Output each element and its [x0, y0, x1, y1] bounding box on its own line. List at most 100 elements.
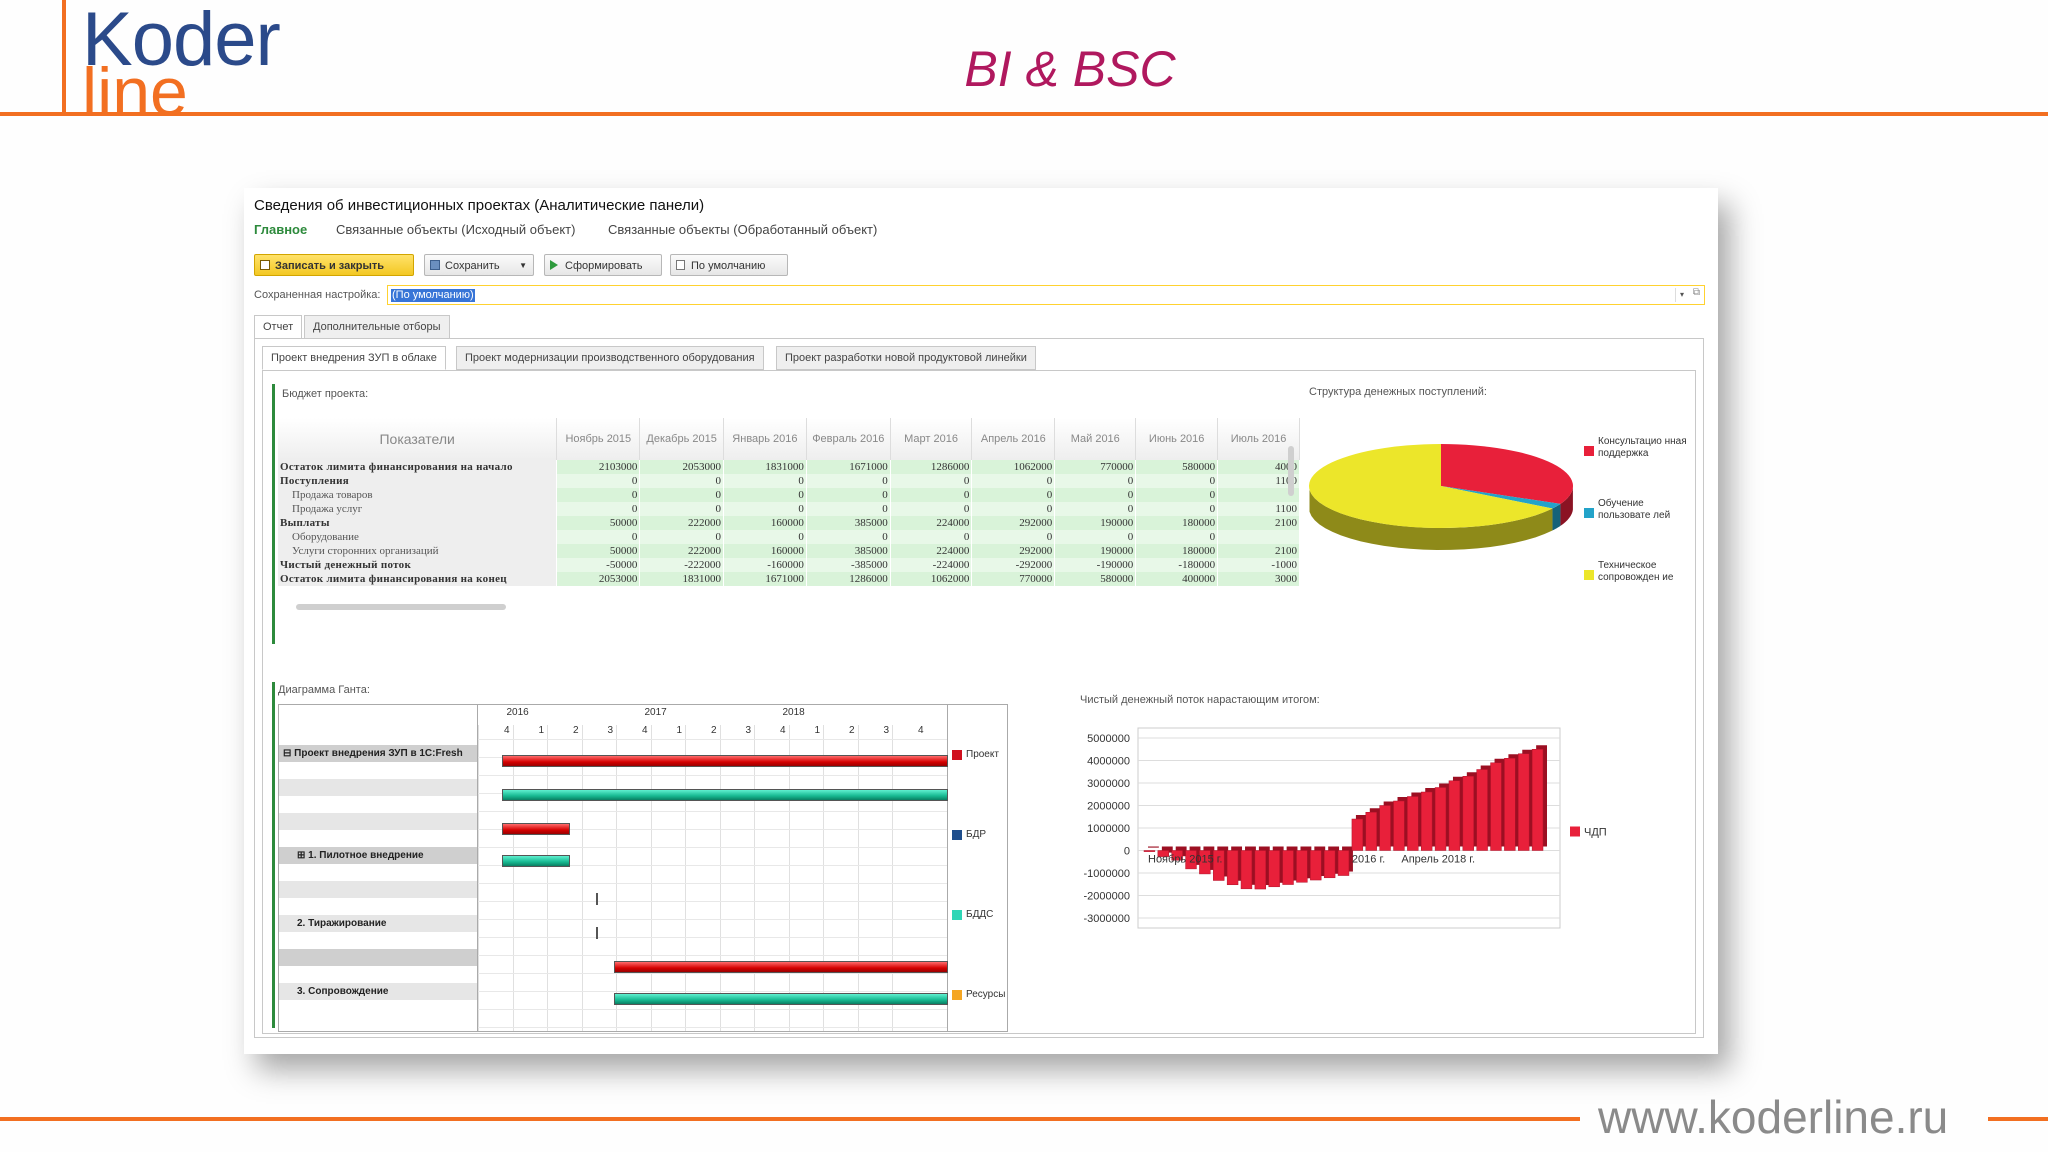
nav-main[interactable]: Главное: [254, 222, 308, 237]
floppy-icon: [430, 260, 440, 270]
gantt-row-line: [478, 829, 947, 830]
bar: [1490, 762, 1502, 851]
cell-value: -385000: [806, 558, 891, 572]
gantt-bar[interactable]: [502, 789, 948, 801]
gantt-chart: ⊟ Проект внедрения ЗУП в 1С:Fresh ⊞ 1. Пи…: [278, 704, 1008, 1033]
gantt-task-list: ⊟ Проект внедрения ЗУП в 1С:Fresh ⊞ 1. Пи…: [278, 704, 478, 1033]
cell-value: 160000: [723, 516, 807, 530]
saved-setting-field[interactable]: (По умолчанию) ▾ ⧉: [387, 285, 1705, 305]
gantt-bar[interactable]: [502, 755, 948, 767]
bar: [1296, 850, 1308, 883]
gantt-task-row[interactable]: [279, 779, 477, 797]
cell-value: 50000: [556, 516, 641, 530]
bar: [1310, 850, 1322, 881]
col-header-month: Февраль 2016: [806, 418, 891, 460]
gantt-bar[interactable]: [502, 823, 570, 835]
bar: [1268, 850, 1280, 888]
cell-value: 292000: [971, 516, 1056, 530]
table-row[interactable]: Остаток лимита финансирования на конец 20…: [278, 572, 1300, 586]
cell-value: -224000: [890, 558, 973, 572]
legend-swatch: [952, 910, 962, 920]
tab-additional-filters[interactable]: Дополнительные отборы: [304, 315, 450, 339]
gantt-gridline: [788, 725, 790, 1031]
cell-value: 385000: [806, 544, 891, 558]
cell-value: 0: [723, 530, 807, 544]
gantt-bar[interactable]: [596, 927, 598, 939]
cell-value: 0: [1135, 488, 1219, 502]
cashflow-chart: 5000000 4000000 3000000 2000000 1000000 0 -100…: [1084, 727, 1607, 929]
tab-project-modernization[interactable]: Проект модернизации производственного об…: [456, 346, 764, 370]
gantt-task-row[interactable]: [279, 881, 477, 899]
table-row[interactable]: Продажа услуг 0 0 0 0 0 0 0 0 1100: [278, 502, 1300, 516]
bar: [1420, 791, 1433, 851]
cell-value: 0: [1054, 502, 1137, 516]
gantt-task-row[interactable]: ⊞ 1. Пилотное внедрение: [279, 847, 477, 865]
budget-table-container[interactable]: Показатели Ноябрь 2015 Декабрь 2015 Январь …: [278, 418, 1300, 618]
nav-related-source[interactable]: Связанные объекты (Исходный объект): [336, 222, 576, 237]
legend-label: Техническое сопровожден ие: [1598, 560, 1674, 583]
cashflow-title: Чистый денежный поток нарастающим итогом…: [1080, 694, 1320, 706]
col-header-month: Июль 2016: [1217, 418, 1300, 460]
table-row[interactable]: Выплаты 50000 222000 160000 385000 224000 2920…: [278, 516, 1300, 530]
cell-value: 224000: [890, 516, 973, 530]
bar: [1213, 850, 1225, 881]
table-row[interactable]: Оборудование 0 0 0 0 0 0 0 0: [278, 530, 1300, 544]
gantt-gridline: [616, 725, 617, 1031]
open-icon[interactable]: ⧉: [1692, 287, 1700, 298]
generate-button[interactable]: Сформировать: [544, 254, 662, 276]
table-row[interactable]: Остаток лимита финансирования на начало 2…: [278, 460, 1300, 474]
tab-report[interactable]: Отчет: [254, 315, 303, 339]
bar: [1323, 850, 1336, 879]
row-name: Поступления: [278, 474, 558, 488]
play-icon: [550, 260, 558, 270]
save-button[interactable]: Сохранить ▼: [424, 254, 534, 276]
gantt-row-line: [478, 991, 947, 992]
cell-value: 0: [806, 502, 891, 516]
table-row[interactable]: Чистый денежный поток -50000 -222000 -16000…: [278, 558, 1300, 572]
tab-project-product-line[interactable]: Проект разработки новой продуктовой лине…: [776, 346, 1036, 370]
gantt-gridline: [823, 725, 824, 1031]
cell-value: 190000: [1054, 544, 1137, 558]
gantt-task-row[interactable]: [279, 813, 477, 831]
gantt-gridline: [754, 725, 755, 1031]
legend-swatch: [952, 990, 962, 1000]
cell-value: 0: [639, 474, 724, 488]
gantt-bar[interactable]: [596, 893, 598, 905]
default-settings-button[interactable]: По умолчанию: [670, 254, 788, 276]
cell-value: 2053000: [639, 460, 724, 474]
gantt-year-label: 2018: [782, 707, 805, 718]
legend-swatch: [1584, 446, 1594, 456]
gantt-quarter-label: 1: [538, 725, 545, 736]
gantt-task-row[interactable]: 3. Сопровождение: [279, 983, 477, 1001]
report-panel: [254, 338, 1704, 1038]
table-row[interactable]: Продажа товаров 0 0 0 0 0 0 0 0: [278, 488, 1300, 502]
vertical-scrollbar[interactable]: [1288, 446, 1294, 496]
legend-swatch: [952, 830, 962, 840]
horizontal-scrollbar[interactable]: [296, 604, 506, 610]
gantt-bar[interactable]: [614, 993, 948, 1005]
gantt-task-row[interactable]: [279, 949, 477, 967]
gantt-task-row[interactable]: 2. Тиражирование: [279, 915, 477, 933]
cell-value: 2053000: [556, 572, 641, 586]
bar: [1185, 850, 1197, 870]
table-row[interactable]: Услуги сторонних организаций 50000 222000 1…: [278, 544, 1300, 558]
cell-value: 400000: [1135, 572, 1219, 586]
gantt-bar[interactable]: [502, 855, 570, 867]
gantt-quarter-label: 4: [504, 725, 510, 736]
gantt-bar[interactable]: [614, 961, 948, 973]
legend-label: Проект: [966, 749, 999, 760]
tab-project-zup[interactable]: Проект внедрения ЗУП в облаке: [262, 346, 446, 370]
legend-swatch: [1584, 570, 1594, 580]
save-and-close-button[interactable]: Записать и закрыть: [254, 254, 414, 276]
col-header-month: Июнь 2016: [1135, 418, 1219, 460]
nav-related-processed[interactable]: Связанные объекты (Обработанный объект): [608, 222, 878, 237]
gantt-task-row[interactable]: ⊟ Проект внедрения ЗУП в 1С:Fresh: [279, 745, 477, 763]
cell-value: -222000: [639, 558, 724, 572]
gantt-quarter-label: 2: [849, 725, 855, 736]
logo-line: line: [82, 54, 188, 130]
dropdown-icon[interactable]: ▾: [1674, 288, 1684, 302]
table-row[interactable]: Поступления 0 0 0 0 0 0 0 0 1100: [278, 474, 1300, 488]
cell-value: 0: [723, 488, 807, 502]
cell-value: 0: [1054, 488, 1137, 502]
gantt-row-line: [478, 919, 947, 920]
